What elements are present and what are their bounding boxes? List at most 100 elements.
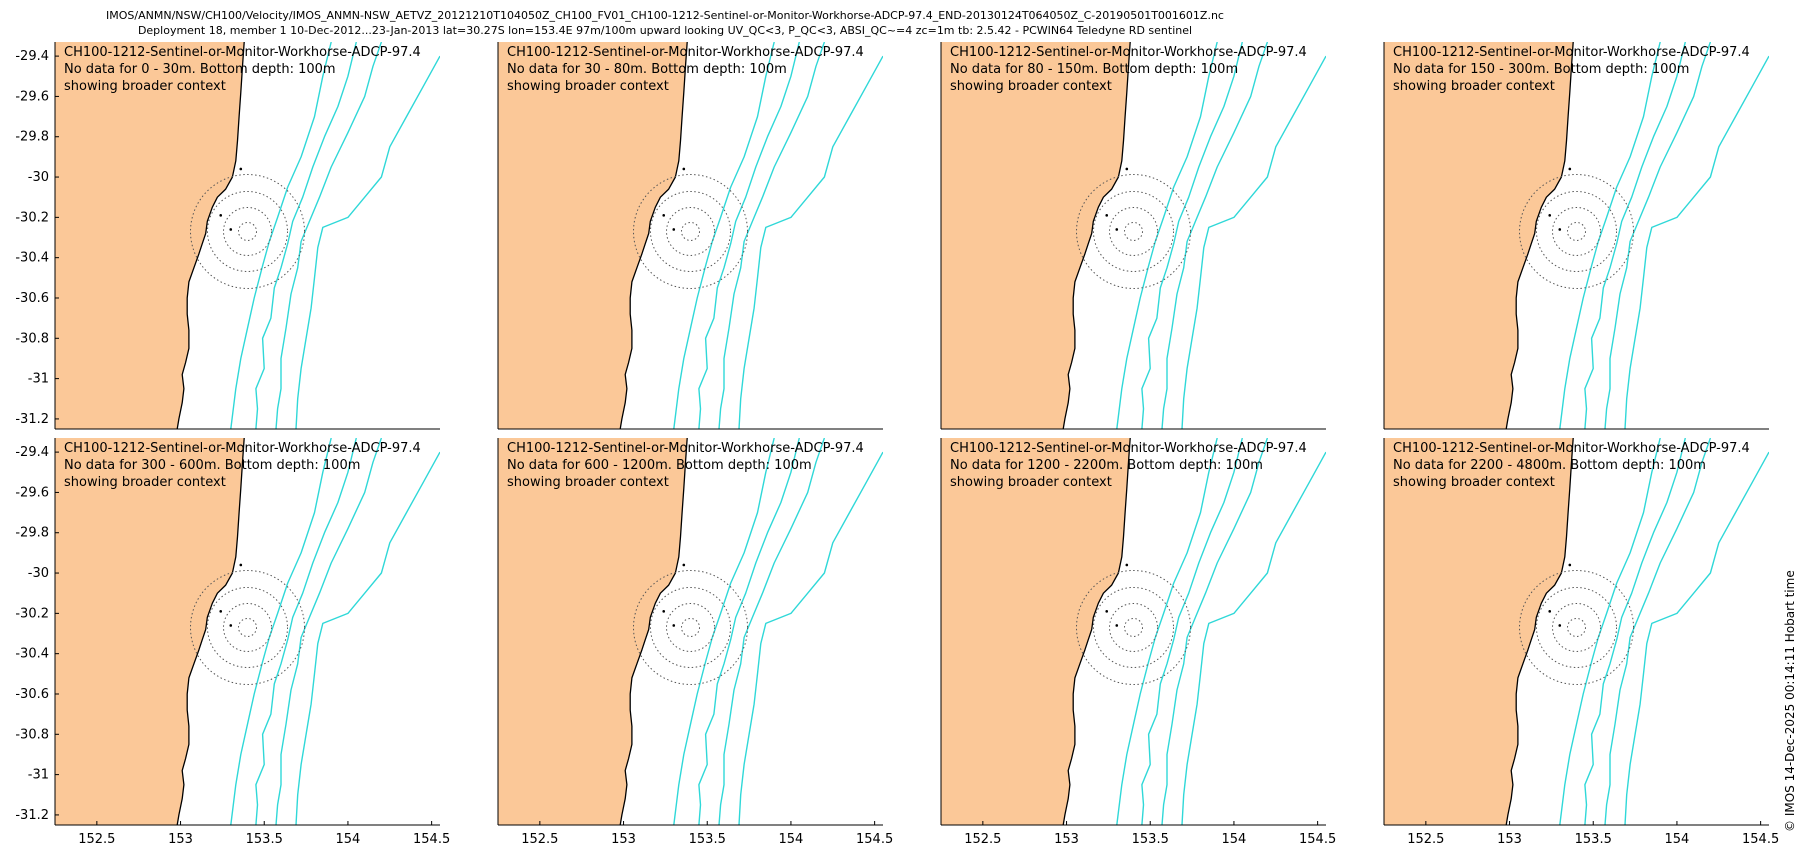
isobath-slope xyxy=(718,42,826,429)
figure-title-line2: Deployment 18, member 1 10-Dec-2012...23… xyxy=(137,24,1193,37)
isobath-inner xyxy=(673,42,775,429)
y-tick-label: -30.8 xyxy=(15,331,49,346)
map-panel-plot xyxy=(498,42,883,429)
range-ring xyxy=(1519,569,1634,685)
coastline xyxy=(1505,438,1574,825)
range-ring xyxy=(1552,602,1601,652)
isobath-deep xyxy=(1624,55,1769,429)
land-area xyxy=(55,438,245,825)
land-area xyxy=(941,42,1131,429)
panel-annotation-line-3: showing broader context xyxy=(64,79,226,94)
y-tick-label: -30.8 xyxy=(15,727,49,742)
range-ring xyxy=(207,190,288,272)
range-ring xyxy=(1093,586,1174,668)
panel-annotation-line-2: No data for 300 - 600m. Bottom depth: 10… xyxy=(64,458,360,473)
range-ring xyxy=(666,206,715,256)
isobath-shelf xyxy=(1141,438,1243,825)
coastline xyxy=(1062,42,1131,429)
land-area xyxy=(1384,42,1574,429)
x-tick-label: 152.5 xyxy=(964,832,1001,847)
x-tick-label: 152.5 xyxy=(521,832,558,847)
panel-annotation-line-1: CH100-1212-Sentinel-or-Monitor-Workhorse… xyxy=(950,45,1307,60)
island-dot xyxy=(672,624,676,627)
island-dot xyxy=(1548,610,1552,613)
panel-annotation-line-3: showing broader context xyxy=(1393,79,1555,94)
y-tick-label: -30.4 xyxy=(15,647,49,662)
coastline xyxy=(176,42,245,429)
range-ring xyxy=(190,569,305,685)
range-ring xyxy=(633,173,748,289)
island-dot xyxy=(1125,167,1129,171)
island-dot xyxy=(1548,214,1552,217)
island-dot xyxy=(1105,610,1109,613)
range-ring xyxy=(1536,586,1617,668)
range-ring xyxy=(1076,173,1191,289)
map-panel-7: 152.5 153 153.5 154 154.5 CH100-1212-Sentinel… xyxy=(940,438,1336,847)
isobath-inner xyxy=(230,438,332,825)
range-ring xyxy=(1552,206,1601,256)
range-ring xyxy=(238,221,257,241)
isobath-shelf xyxy=(698,438,800,825)
panel-annotation-line-1: CH100-1212-Sentinel-or-Monitor-Workhorse… xyxy=(507,45,864,60)
island-dot xyxy=(229,624,233,627)
map-panel-1: -29.4 -29.6 -29.8 -30 -30.2 -30.4 -30.6 -30.8 -3… xyxy=(15,42,440,430)
map-panel-plot xyxy=(498,438,883,825)
land-area xyxy=(941,438,1131,825)
y-tick-label: -29.4 xyxy=(15,49,49,64)
credit-text: © IMOS 14-Dec-2025 00:14:11 Hobart time xyxy=(1783,570,1797,832)
isobath-shelf xyxy=(698,42,800,429)
panel-annotation-line-1: CH100-1212-Sentinel-or-Monitor-Workhorse… xyxy=(64,441,421,456)
island-dot xyxy=(682,563,686,567)
x-tick-label: 154.5 xyxy=(1742,832,1779,847)
island-dot xyxy=(1115,624,1119,627)
panel-annotation-line-2: No data for 600 - 1200m. Bottom depth: 1… xyxy=(507,458,812,473)
range-ring xyxy=(666,602,715,652)
island-dot xyxy=(672,228,676,231)
isobath-deep xyxy=(295,55,440,429)
range-ring xyxy=(650,586,731,668)
panel-annotation-line-2: No data for 30 - 80m. Bottom depth: 100m xyxy=(507,62,787,77)
x-tick-label: 154.5 xyxy=(413,832,450,847)
x-tick-label: 153.5 xyxy=(1575,832,1612,847)
isobath-slope xyxy=(1604,438,1712,825)
range-ring xyxy=(633,569,748,685)
x-tick-label: 153.5 xyxy=(1132,832,1169,847)
y-tick-label: -29.8 xyxy=(15,526,49,541)
panel-annotation-line-1: CH100-1212-Sentinel-or-Monitor-Workhorse… xyxy=(950,441,1307,456)
range-ring xyxy=(207,586,288,668)
panel-annotation-line-1: CH100-1212-Sentinel-or-Monitor-Workhorse… xyxy=(507,441,864,456)
range-ring xyxy=(1109,602,1158,652)
island-dot xyxy=(1125,563,1129,567)
isobath-deep xyxy=(738,55,883,429)
isobath-inner xyxy=(1116,438,1218,825)
map-panel-plot xyxy=(1384,438,1769,825)
panel-annotation-line-3: showing broader context xyxy=(950,79,1112,94)
y-tick-label: -31.2 xyxy=(15,412,49,427)
isobath-inner xyxy=(1116,42,1218,429)
land-area xyxy=(1384,438,1574,825)
island-dot xyxy=(1568,167,1572,171)
island-dot xyxy=(239,167,243,171)
y-tick-label: -30.2 xyxy=(15,210,49,225)
isobath-shelf xyxy=(1584,438,1686,825)
panel-annotation-line-1: CH100-1212-Sentinel-or-Monitor-Workhorse… xyxy=(1393,45,1750,60)
panel-annotation-line-3: showing broader context xyxy=(1393,475,1555,490)
isobath-inner xyxy=(673,438,775,825)
island-dot xyxy=(662,214,666,217)
range-ring xyxy=(650,190,731,272)
panel-annotation-line-2: No data for 2200 - 4800m. Bottom depth: … xyxy=(1393,458,1706,473)
map-panel-plot xyxy=(55,438,440,825)
range-ring xyxy=(238,617,257,637)
range-ring xyxy=(1536,190,1617,272)
isobath-deep xyxy=(295,451,440,825)
island-dot xyxy=(1115,228,1119,231)
land-area xyxy=(498,438,688,825)
y-tick-label: -31.2 xyxy=(15,808,49,823)
isobath-slope xyxy=(718,438,826,825)
island-dot xyxy=(1558,624,1562,627)
range-ring xyxy=(681,221,700,241)
isobath-deep xyxy=(1624,451,1769,825)
range-ring xyxy=(1076,569,1191,685)
island-dot xyxy=(219,214,223,217)
isobath-slope xyxy=(1161,438,1269,825)
